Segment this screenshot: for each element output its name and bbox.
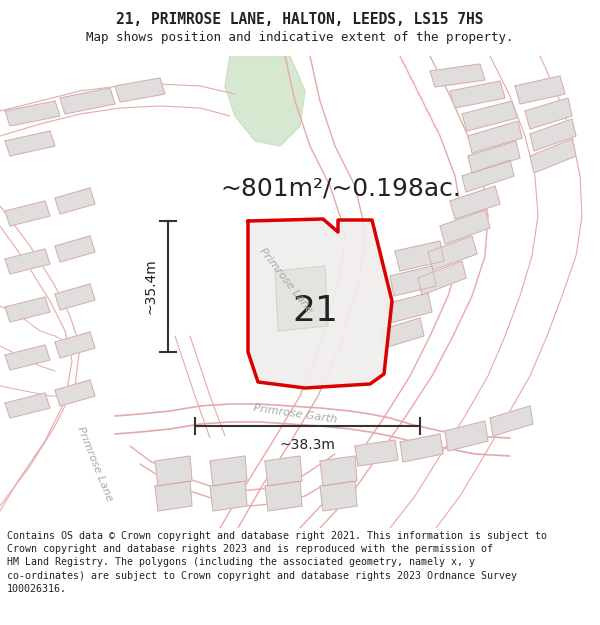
Polygon shape	[525, 98, 572, 129]
Polygon shape	[210, 481, 247, 511]
Text: Contains OS data © Crown copyright and database right 2021. This information is : Contains OS data © Crown copyright and d…	[7, 531, 547, 594]
Polygon shape	[450, 81, 505, 108]
Polygon shape	[115, 78, 165, 102]
Polygon shape	[5, 297, 50, 322]
Polygon shape	[468, 121, 522, 153]
Polygon shape	[55, 188, 95, 214]
Polygon shape	[490, 406, 533, 436]
Polygon shape	[275, 266, 328, 331]
Polygon shape	[462, 160, 514, 192]
Text: 21, PRIMROSE LANE, HALTON, LEEDS, LS15 7HS: 21, PRIMROSE LANE, HALTON, LEEDS, LS15 7…	[116, 12, 484, 28]
Polygon shape	[265, 456, 302, 486]
Polygon shape	[462, 101, 517, 131]
Polygon shape	[60, 88, 115, 114]
Polygon shape	[430, 64, 485, 87]
Polygon shape	[390, 266, 436, 296]
Polygon shape	[225, 56, 305, 146]
Polygon shape	[320, 456, 357, 486]
Polygon shape	[450, 186, 500, 219]
Polygon shape	[320, 481, 357, 511]
Text: ~35.4m: ~35.4m	[144, 259, 158, 314]
Text: Primrose Lane: Primrose Lane	[257, 246, 314, 316]
Polygon shape	[5, 393, 50, 418]
Text: ~38.3m: ~38.3m	[280, 438, 335, 452]
Polygon shape	[380, 318, 424, 348]
Polygon shape	[386, 293, 432, 323]
Polygon shape	[5, 131, 55, 156]
Text: Primrose Lane: Primrose Lane	[76, 425, 115, 503]
Polygon shape	[428, 236, 477, 270]
Polygon shape	[445, 421, 488, 451]
Polygon shape	[55, 332, 95, 358]
Polygon shape	[248, 219, 392, 388]
Polygon shape	[55, 380, 95, 406]
Text: Map shows position and indicative extent of the property.: Map shows position and indicative extent…	[86, 31, 514, 44]
Polygon shape	[5, 345, 50, 370]
Polygon shape	[265, 481, 302, 511]
Text: Primrose Garth: Primrose Garth	[253, 403, 337, 425]
Polygon shape	[5, 249, 50, 274]
Polygon shape	[55, 284, 95, 310]
Polygon shape	[395, 241, 444, 271]
Polygon shape	[5, 201, 50, 226]
Polygon shape	[440, 210, 490, 244]
Polygon shape	[5, 101, 60, 126]
Polygon shape	[400, 434, 443, 462]
Polygon shape	[355, 440, 398, 466]
Polygon shape	[468, 141, 520, 173]
Text: ~801m²/~0.198ac.: ~801m²/~0.198ac.	[220, 177, 461, 201]
Polygon shape	[155, 456, 192, 486]
Polygon shape	[530, 139, 576, 173]
Text: 21: 21	[292, 294, 338, 328]
Polygon shape	[210, 456, 247, 486]
Polygon shape	[55, 236, 95, 262]
Polygon shape	[155, 481, 192, 511]
Polygon shape	[418, 261, 466, 295]
Polygon shape	[530, 119, 576, 151]
Polygon shape	[515, 76, 565, 104]
